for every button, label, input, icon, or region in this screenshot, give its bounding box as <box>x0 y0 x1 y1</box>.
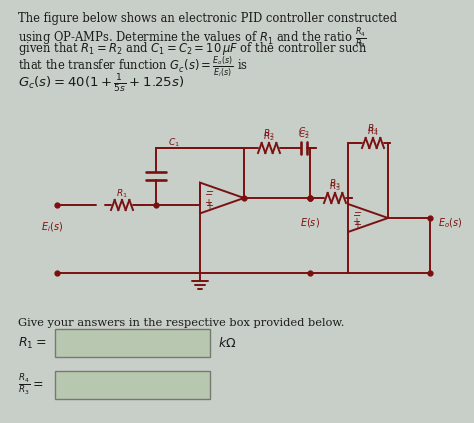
Text: $E_i(s)$: $E_i(s)$ <box>41 220 63 233</box>
Text: $G_c(s) = 40(1 + \frac{1}{5s} + 1.25s)$: $G_c(s) = 40(1 + \frac{1}{5s} + 1.25s)$ <box>18 73 184 95</box>
Text: $R_2$: $R_2$ <box>263 131 275 143</box>
Text: $-$: $-$ <box>205 185 214 195</box>
Text: using OP-AMPs. Determine the values of $R_1$ and the ratio $\frac{R_4}{R_3}$: using OP-AMPs. Determine the values of $… <box>18 26 366 50</box>
Text: $C_2$: $C_2$ <box>298 129 310 141</box>
Text: $R_2$: $R_2$ <box>263 128 275 140</box>
Text: The figure below shows an electronic PID controller constructed: The figure below shows an electronic PID… <box>18 12 397 25</box>
Text: given that $R_1 = R_2$ and $C_1 = C_2 = 10\,\mu F$ of the controller such: given that $R_1 = R_2$ and $C_1 = C_2 = … <box>18 40 367 57</box>
Text: Give your answers in the respective box provided below.: Give your answers in the respective box … <box>18 318 345 328</box>
Text: $-$: $-$ <box>352 209 361 219</box>
Bar <box>55 329 210 357</box>
Text: $R_4$: $R_4$ <box>367 126 379 138</box>
Text: $R_3$: $R_3$ <box>329 178 341 190</box>
Text: that the transfer function $G_c(s) = \frac{E_o(s)}{E_i(s)}$ is: that the transfer function $G_c(s) = \fr… <box>18 54 248 79</box>
Text: $+$: $+$ <box>205 200 214 211</box>
Text: $+$: $+$ <box>353 220 362 231</box>
Text: $-$: $-$ <box>204 188 213 198</box>
Text: $C_1$: $C_1$ <box>168 137 180 149</box>
Text: $k\Omega$: $k\Omega$ <box>218 336 237 350</box>
Text: $E(s)$: $E(s)$ <box>300 216 320 229</box>
Bar <box>55 371 210 399</box>
Text: $E_o(s)$: $E_o(s)$ <box>438 216 463 230</box>
Text: $R_1 =$: $R_1 =$ <box>18 335 46 351</box>
Text: $+$: $+$ <box>352 216 361 227</box>
Text: $R_3$: $R_3$ <box>329 181 341 193</box>
Text: $R_1$: $R_1$ <box>116 188 128 200</box>
Text: $\frac{R_4}{R_3} =$: $\frac{R_4}{R_3} =$ <box>18 373 44 398</box>
Text: $C_2$: $C_2$ <box>298 126 310 138</box>
Text: $+$: $+$ <box>204 197 213 208</box>
Text: $R_4$: $R_4$ <box>367 123 379 135</box>
Text: $-$: $-$ <box>353 206 362 216</box>
